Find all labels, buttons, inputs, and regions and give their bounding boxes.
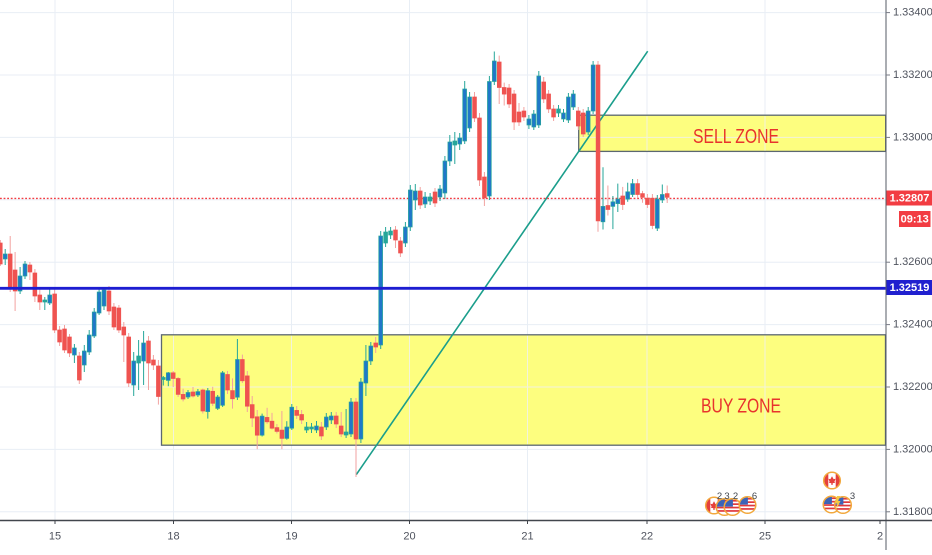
svg-text:3: 3	[850, 491, 855, 502]
svg-text:2: 2	[733, 491, 738, 502]
svg-text:20: 20	[403, 531, 415, 543]
svg-text:2: 2	[717, 491, 722, 502]
svg-text:1.32600: 1.32600	[893, 256, 932, 268]
svg-text:6: 6	[752, 491, 757, 502]
svg-text:1.32200: 1.32200	[893, 381, 932, 393]
svg-text:1.32807: 1.32807	[890, 193, 930, 205]
svg-text:2: 2	[877, 531, 883, 543]
svg-text:09:13: 09:13	[901, 213, 929, 225]
svg-text:15: 15	[49, 531, 61, 543]
svg-text:SELL ZONE: SELL ZONE	[693, 125, 779, 148]
svg-text:18: 18	[167, 531, 179, 543]
svg-text:1.33000: 1.33000	[893, 131, 932, 143]
svg-text:1.33400: 1.33400	[893, 7, 932, 19]
svg-text:1.33200: 1.33200	[893, 69, 932, 81]
svg-text:BUY ZONE: BUY ZONE	[701, 395, 781, 418]
svg-text:3: 3	[724, 491, 729, 502]
svg-text:19: 19	[285, 531, 297, 543]
svg-text:1.32519: 1.32519	[890, 282, 930, 294]
svg-text:21: 21	[521, 531, 533, 543]
svg-text:1.32400: 1.32400	[893, 319, 932, 331]
svg-text:1.31800: 1.31800	[893, 506, 932, 518]
svg-text:25: 25	[759, 531, 771, 543]
svg-text:22: 22	[641, 531, 653, 543]
svg-text:1.32000: 1.32000	[893, 443, 932, 455]
